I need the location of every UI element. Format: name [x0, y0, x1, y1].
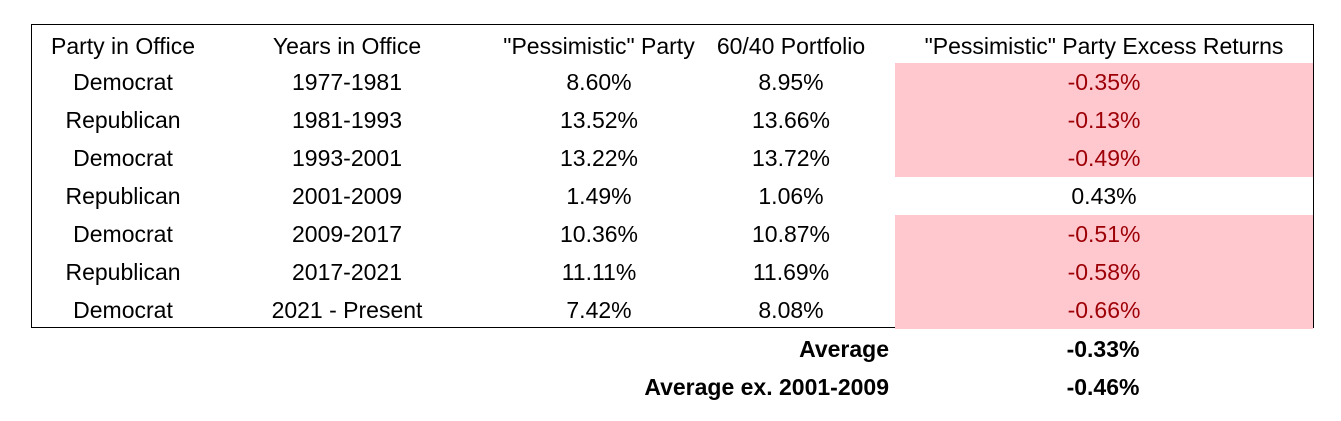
summary-row: Average ex. 2001-2009 -0.46% — [0, 368, 1341, 406]
header-pessimistic: "Pessimistic" Party — [503, 33, 695, 59]
summary-label: Average — [799, 336, 889, 362]
party-cell: Democrat — [73, 69, 173, 95]
portfolio-return-cell: 1.06% — [758, 183, 824, 209]
header-6040: 60/40 Portfolio — [716, 33, 866, 59]
excess-return-cell: -0.35% — [895, 63, 1313, 101]
pessimistic-return-cell: 8.60% — [566, 69, 632, 95]
years-cell: 1977-1981 — [292, 69, 402, 95]
portfolio-return-cell: 8.08% — [758, 297, 824, 323]
excess-return-cell: -0.49% — [895, 139, 1313, 177]
excess-return-cell: -0.58% — [895, 253, 1313, 291]
header-excess: "Pessimistic" Party Excess Returns — [924, 33, 1284, 59]
pessimistic-return-cell: 11.11% — [561, 259, 637, 285]
table-row: Democrat 2009-2017 10.36% 10.87% -0.51% — [32, 215, 1313, 253]
party-cell: Republican — [65, 107, 181, 133]
table-row: Democrat 1993-2001 13.22% 13.72% -0.49% — [32, 139, 1313, 177]
party-cell: Republican — [65, 259, 181, 285]
table-row: Republican 2017-2021 11.11% 11.69% -0.58% — [32, 253, 1313, 291]
years-cell: 2001-2009 — [292, 183, 402, 209]
table-row: Democrat 2021 - Present 7.42% 8.08% -0.66% — [32, 291, 1313, 329]
portfolio-return-cell: 11.69% — [752, 259, 830, 285]
summary-label: Average ex. 2001-2009 — [644, 374, 889, 400]
party-cell: Democrat — [73, 221, 173, 247]
years-cell: 2009-2017 — [292, 221, 402, 247]
summary-value: -0.33% — [1066, 336, 1140, 362]
years-cell: 1981-1993 — [292, 107, 402, 133]
portfolio-return-cell: 10.87% — [751, 221, 830, 247]
pessimistic-return-cell: 7.42% — [566, 297, 632, 323]
pessimistic-return-cell: 13.52% — [559, 107, 638, 133]
table-row: Republican 1981-1993 13.52% 13.66% -0.13% — [32, 101, 1313, 139]
excess-return-cell: -0.51% — [895, 215, 1313, 253]
excess-return-cell: 0.43% — [1071, 183, 1137, 209]
excess-return-cell: -0.66% — [895, 291, 1313, 329]
header-party: Party in Office — [50, 33, 196, 59]
portfolio-return-cell: 13.72% — [751, 145, 830, 171]
pessimistic-return-cell: 10.36% — [559, 221, 638, 247]
table-row: Republican 2001-2009 1.49% 1.06% 0.43% — [32, 177, 1313, 215]
party-cell: Democrat — [73, 297, 173, 323]
party-cell: Republican — [65, 183, 181, 209]
portfolio-return-cell: 13.66% — [751, 107, 830, 133]
returns-table: Party in Office Years in Office "Pessimi… — [31, 24, 1314, 329]
pessimistic-return-cell: 1.49% — [566, 183, 632, 209]
summary-row: Average -0.33% — [0, 330, 1341, 368]
party-cell: Democrat — [73, 145, 173, 171]
portfolio-return-cell: 8.95% — [758, 69, 824, 95]
header-years: Years in Office — [272, 33, 422, 59]
header-row: Party in Office Years in Office "Pessimi… — [32, 27, 1313, 65]
pessimistic-return-cell: 13.22% — [559, 145, 638, 171]
summary-value: -0.46% — [1066, 374, 1140, 400]
years-cell: 2017-2021 — [292, 259, 402, 285]
years-cell: 2021 - Present — [271, 297, 423, 323]
excess-return-cell: -0.13% — [895, 101, 1313, 139]
table-row: Democrat 1977-1981 8.60% 8.95% -0.35% — [32, 63, 1313, 101]
years-cell: 1993-2001 — [292, 145, 402, 171]
